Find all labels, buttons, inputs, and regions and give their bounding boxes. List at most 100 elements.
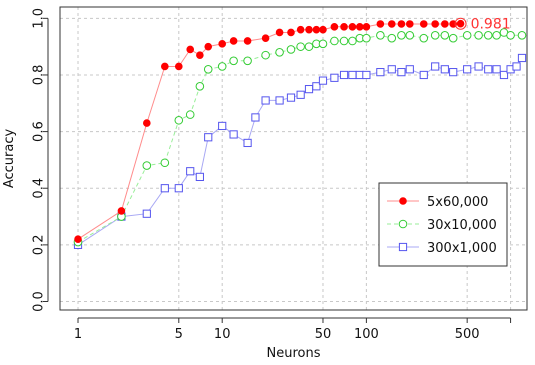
legend: 5x60,000 30x10,000 300x1,000 bbox=[378, 182, 508, 267]
data-point bbox=[218, 40, 226, 48]
data-point bbox=[229, 56, 238, 66]
data-point bbox=[296, 42, 305, 51]
legend-label: 300x1,000 bbox=[427, 241, 497, 256]
data-point bbox=[387, 65, 396, 74]
plot-frame bbox=[59, 6, 528, 311]
data-point bbox=[195, 172, 204, 182]
data-point bbox=[229, 37, 238, 45]
annotations: 0.981 bbox=[454, 17, 511, 33]
data-point bbox=[430, 31, 440, 40]
legend-marker bbox=[398, 242, 408, 252]
data-point bbox=[456, 19, 465, 28]
data-point bbox=[261, 34, 270, 42]
data-point bbox=[484, 65, 493, 74]
legend-label: 30x10,000 bbox=[427, 218, 497, 233]
grid bbox=[60, 7, 527, 310]
data-point bbox=[376, 20, 385, 28]
series-line bbox=[77, 57, 523, 246]
data-point bbox=[296, 90, 305, 99]
data-point bbox=[462, 31, 472, 40]
data-point bbox=[397, 20, 406, 28]
y-tick-label: 0.6 bbox=[32, 121, 47, 142]
data-point bbox=[474, 62, 483, 71]
data-point bbox=[483, 31, 493, 40]
data-point bbox=[312, 25, 321, 34]
x-tick-label: 50 bbox=[315, 327, 332, 342]
data-point bbox=[243, 138, 252, 148]
data-point bbox=[339, 70, 349, 80]
data-point bbox=[296, 25, 305, 34]
data-point bbox=[312, 82, 321, 91]
y-tick-label: 0.4 bbox=[32, 178, 47, 199]
data-point bbox=[186, 167, 195, 176]
data-point bbox=[362, 23, 371, 31]
data-point bbox=[405, 31, 415, 40]
annotation-ring bbox=[454, 17, 467, 30]
data-point bbox=[405, 20, 414, 28]
data-point bbox=[449, 68, 458, 77]
y-tick-label: 0.8 bbox=[32, 65, 47, 86]
series-0 bbox=[74, 19, 465, 244]
data-point bbox=[305, 25, 313, 34]
data-point bbox=[474, 31, 483, 40]
data-point bbox=[348, 70, 357, 80]
data-point bbox=[362, 70, 371, 80]
data-point bbox=[204, 42, 213, 51]
data-point bbox=[261, 50, 270, 60]
data-point bbox=[304, 42, 314, 51]
data-point bbox=[160, 184, 169, 193]
legend-label: 5x60,000 bbox=[427, 195, 488, 210]
data-point bbox=[517, 53, 527, 63]
data-point bbox=[217, 62, 227, 71]
data-point bbox=[348, 36, 357, 46]
data-point bbox=[340, 23, 348, 31]
data-point bbox=[174, 115, 184, 125]
x-tick-label: 1 bbox=[74, 327, 82, 342]
data-point bbox=[142, 209, 151, 218]
data-point bbox=[319, 25, 327, 34]
legend-marker bbox=[399, 197, 407, 205]
data-point bbox=[243, 37, 252, 45]
data-point bbox=[286, 93, 296, 102]
data-point bbox=[229, 130, 238, 139]
x-tick-label: 10 bbox=[214, 327, 231, 342]
data-point bbox=[142, 161, 152, 170]
legend-marker bbox=[398, 219, 408, 229]
data-point bbox=[117, 207, 126, 215]
y-axis-title: Accuracy bbox=[2, 129, 17, 189]
data-point bbox=[376, 68, 385, 77]
data-point bbox=[431, 62, 440, 71]
data-point bbox=[174, 184, 183, 193]
data-point bbox=[330, 36, 339, 46]
data-point bbox=[304, 85, 314, 94]
data-point bbox=[348, 23, 357, 31]
data-point bbox=[419, 20, 428, 28]
x-axis-title: Neurons bbox=[267, 346, 321, 361]
data-point bbox=[275, 48, 284, 57]
x-tick-label: 5 bbox=[175, 327, 183, 342]
data-point bbox=[506, 31, 515, 40]
data-point bbox=[143, 119, 151, 127]
data-point bbox=[419, 33, 429, 43]
data-point bbox=[275, 96, 284, 105]
data-point bbox=[397, 31, 406, 40]
data-point bbox=[441, 20, 449, 28]
data-point bbox=[440, 65, 449, 74]
data-point bbox=[185, 110, 195, 119]
series-line bbox=[77, 31, 522, 243]
data-point bbox=[512, 62, 521, 71]
data-point bbox=[463, 65, 472, 74]
data-point bbox=[405, 65, 414, 74]
series-1 bbox=[73, 28, 527, 247]
data-point bbox=[387, 20, 396, 28]
data-point bbox=[196, 51, 204, 59]
data-point bbox=[492, 31, 501, 40]
data-point bbox=[160, 158, 170, 168]
data-point bbox=[431, 20, 439, 28]
data-point bbox=[330, 73, 339, 82]
data-point bbox=[261, 96, 270, 105]
x-tick-label: 500 bbox=[455, 327, 480, 342]
y-tick-label: 0.0 bbox=[32, 291, 47, 312]
series-layer bbox=[73, 19, 527, 249]
